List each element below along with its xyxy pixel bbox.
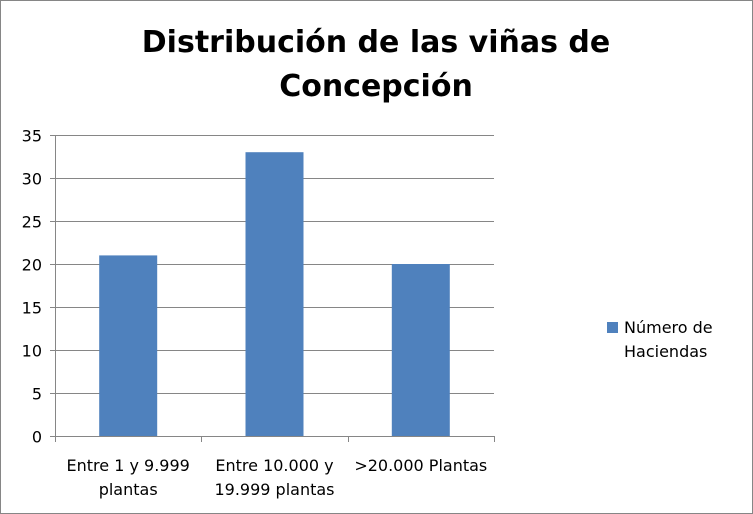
y-tick-label: 35 <box>22 127 42 146</box>
y-tick-label: 0 <box>32 428 42 447</box>
legend-label-line-1: Número de <box>624 318 713 337</box>
y-tick-label: 5 <box>32 385 42 404</box>
chart-title-line-1: Distribución de las viñas de <box>141 25 611 60</box>
legend-label: Número de Haciendas <box>624 316 744 364</box>
bar <box>99 255 158 436</box>
y-tick-label: 25 <box>22 213 42 232</box>
x-tick-label: Entre 10.000 y 19.999 plantas <box>214 456 334 499</box>
x-tick-label: Entre 1 y 9.999 plantas <box>67 456 190 499</box>
y-tick-label: 15 <box>22 299 42 318</box>
chart-title-line-2: Concepción <box>279 69 473 104</box>
legend-label-line-2: Haciendas <box>624 342 708 361</box>
bar <box>391 264 450 436</box>
y-tick-label: 30 <box>22 170 42 189</box>
legend-swatch <box>607 322 618 333</box>
x-tick-label-line: Entre 10.000 y <box>215 456 333 475</box>
x-tick-label-line: plantas <box>99 480 158 499</box>
y-tick-label: 10 <box>22 342 42 361</box>
bar <box>245 152 304 436</box>
x-tick-label: >20.000 Plantas <box>354 456 487 475</box>
x-tick-label-line: 19.999 plantas <box>214 480 334 499</box>
x-tick-label-line: Entre 1 y 9.999 <box>67 456 190 475</box>
x-tick-label-line: >20.000 Plantas <box>354 456 487 475</box>
chart-title: Distribución de las viñas de Concepción <box>81 21 671 109</box>
y-tick-label: 20 <box>22 256 42 275</box>
